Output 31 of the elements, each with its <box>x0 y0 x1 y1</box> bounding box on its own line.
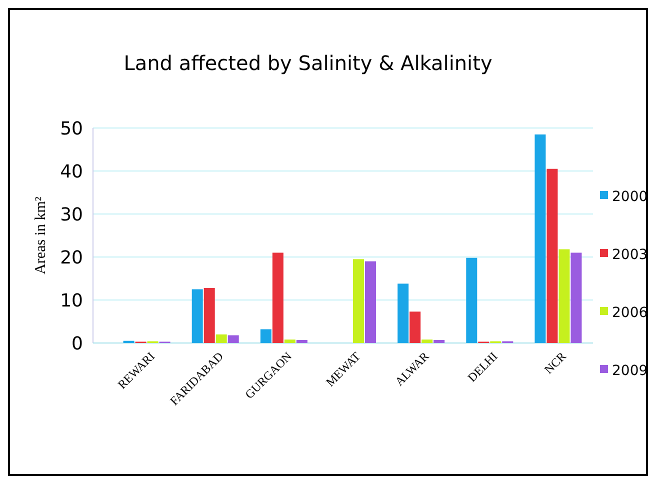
legend-label: 2000 <box>612 188 648 205</box>
y-tick-label: 30 <box>60 204 83 226</box>
y-tick-label: 0 <box>72 333 83 354</box>
legend-label: 2003 <box>612 246 648 263</box>
bar <box>353 259 364 343</box>
y-tick-label: 10 <box>60 290 83 312</box>
bar <box>284 340 296 343</box>
y-tick-label: 50 <box>60 118 83 140</box>
bar <box>260 329 272 343</box>
bar <box>410 312 421 343</box>
bar <box>422 340 433 343</box>
bar <box>296 340 308 343</box>
y-axis-title: Areas in km² <box>33 196 49 274</box>
bar <box>570 252 582 343</box>
bar <box>466 258 478 343</box>
bar <box>434 340 445 343</box>
bar <box>228 335 239 343</box>
bar <box>398 284 409 343</box>
bar <box>365 261 376 343</box>
bar <box>216 334 227 343</box>
bar <box>546 168 558 343</box>
legend-label: 2009 <box>612 362 648 379</box>
bar <box>534 134 546 343</box>
y-tick-label: 40 <box>60 161 83 182</box>
y-tick-label: 20 <box>60 247 83 268</box>
bar <box>204 288 215 343</box>
bar <box>272 252 284 343</box>
bar <box>192 289 203 343</box>
chart-title: Land affected by Salinity & Alkalinity <box>124 51 492 75</box>
legend-label: 2006 <box>612 304 648 321</box>
bar <box>558 249 570 343</box>
